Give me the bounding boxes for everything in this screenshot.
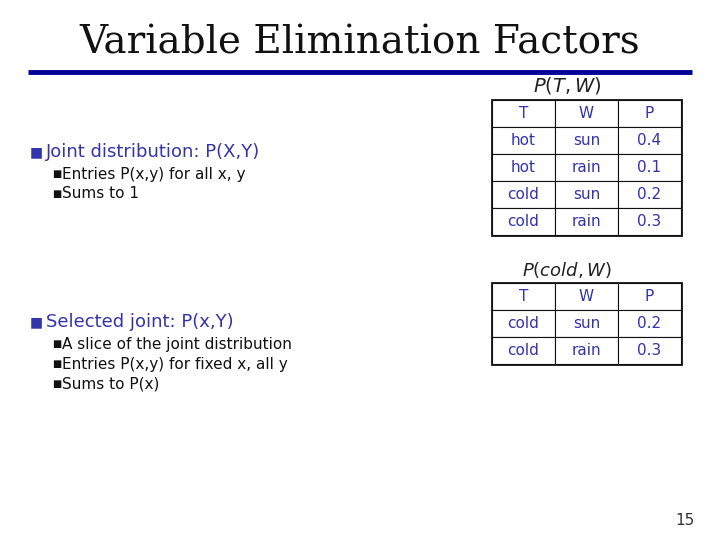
Text: Joint distribution: P(X,Y): Joint distribution: P(X,Y) xyxy=(46,143,260,161)
Text: ■: ■ xyxy=(52,189,61,199)
Text: Entries P(x,y) for fixed x, all y: Entries P(x,y) for fixed x, all y xyxy=(62,356,288,372)
Text: ■: ■ xyxy=(52,379,61,389)
Bar xyxy=(492,337,555,364)
Bar xyxy=(555,310,618,337)
Text: rain: rain xyxy=(572,160,601,175)
Bar xyxy=(492,181,555,208)
Text: sun: sun xyxy=(573,133,600,148)
Bar xyxy=(555,337,618,364)
Text: W: W xyxy=(579,289,594,304)
Text: 0.4: 0.4 xyxy=(637,133,662,148)
Bar xyxy=(555,154,618,181)
Text: ■: ■ xyxy=(52,359,61,369)
Text: 0.1: 0.1 xyxy=(637,160,662,175)
Bar xyxy=(492,100,681,235)
Bar xyxy=(618,100,681,127)
Text: Sums to 1: Sums to 1 xyxy=(62,186,139,201)
Bar xyxy=(618,283,681,310)
Text: cold: cold xyxy=(508,343,539,358)
Text: ■: ■ xyxy=(30,315,43,329)
Text: ■: ■ xyxy=(52,169,61,179)
Text: ■: ■ xyxy=(30,145,43,159)
Text: rain: rain xyxy=(572,214,601,229)
Text: Entries P(x,y) for all x, y: Entries P(x,y) for all x, y xyxy=(62,166,246,181)
Bar xyxy=(618,208,681,235)
Text: cold: cold xyxy=(508,187,539,202)
Bar xyxy=(555,181,618,208)
Text: hot: hot xyxy=(511,133,536,148)
Text: P: P xyxy=(645,289,654,304)
Text: 0.2: 0.2 xyxy=(637,316,662,331)
Bar xyxy=(492,310,555,337)
Text: cold: cold xyxy=(508,316,539,331)
Text: 0.3: 0.3 xyxy=(637,343,662,358)
Text: Variable Elimination Factors: Variable Elimination Factors xyxy=(80,24,640,62)
Text: 15: 15 xyxy=(676,513,695,528)
Text: 0.2: 0.2 xyxy=(637,187,662,202)
Bar xyxy=(492,127,555,154)
Text: Selected joint: P(x,Y): Selected joint: P(x,Y) xyxy=(46,313,233,331)
Text: sun: sun xyxy=(573,316,600,331)
Bar xyxy=(555,283,618,310)
Bar xyxy=(492,100,555,127)
Text: T: T xyxy=(519,289,528,304)
Text: Sums to P(x): Sums to P(x) xyxy=(62,376,159,392)
Bar xyxy=(618,154,681,181)
Bar xyxy=(618,127,681,154)
Bar xyxy=(555,127,618,154)
Text: T: T xyxy=(519,106,528,121)
Bar xyxy=(492,283,681,364)
Bar xyxy=(618,181,681,208)
Bar xyxy=(555,208,618,235)
Bar xyxy=(492,154,555,181)
Bar xyxy=(618,310,681,337)
Text: P: P xyxy=(645,106,654,121)
Bar xyxy=(492,208,555,235)
Text: W: W xyxy=(579,106,594,121)
Bar xyxy=(618,337,681,364)
Text: hot: hot xyxy=(511,160,536,175)
Text: A slice of the joint distribution: A slice of the joint distribution xyxy=(62,336,292,352)
Text: rain: rain xyxy=(572,343,601,358)
Text: $\mathit{P}(\mathit{T},\mathit{W})$: $\mathit{P}(\mathit{T},\mathit{W})$ xyxy=(533,75,601,96)
Text: ■: ■ xyxy=(52,339,61,349)
Text: sun: sun xyxy=(573,187,600,202)
Text: cold: cold xyxy=(508,214,539,229)
Text: 0.3: 0.3 xyxy=(637,214,662,229)
Bar xyxy=(492,283,555,310)
Text: $\mathit{P}(\mathit{cold},\mathit{W})$: $\mathit{P}(\mathit{cold},\mathit{W})$ xyxy=(522,260,612,280)
Bar xyxy=(555,100,618,127)
